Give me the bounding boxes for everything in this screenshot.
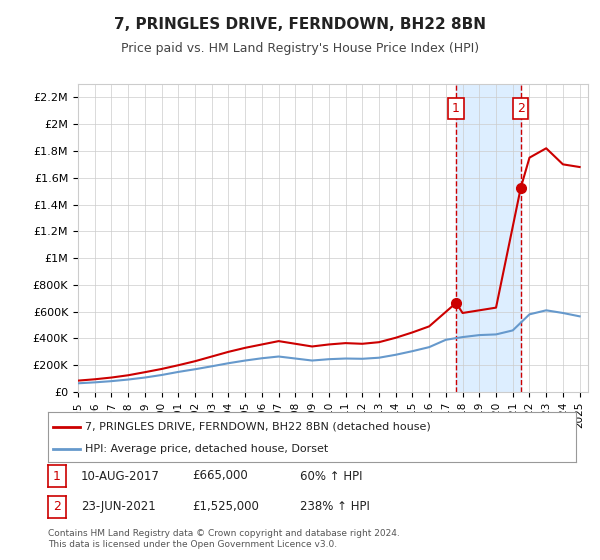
Text: 7, PRINGLES DRIVE, FERNDOWN, BH22 8BN (detached house): 7, PRINGLES DRIVE, FERNDOWN, BH22 8BN (d… — [85, 422, 431, 432]
Text: 1: 1 — [53, 469, 61, 483]
Text: 2: 2 — [517, 102, 525, 115]
Bar — [456, 84, 521, 392]
Text: 238% ↑ HPI: 238% ↑ HPI — [300, 500, 370, 514]
Text: £665,000: £665,000 — [192, 469, 248, 483]
Text: 2: 2 — [53, 500, 61, 514]
Text: Contains HM Land Registry data © Crown copyright and database right 2024.
This d: Contains HM Land Registry data © Crown c… — [48, 529, 400, 549]
Text: 7, PRINGLES DRIVE, FERNDOWN, BH22 8BN: 7, PRINGLES DRIVE, FERNDOWN, BH22 8BN — [114, 17, 486, 32]
Text: 60% ↑ HPI: 60% ↑ HPI — [300, 469, 362, 483]
Text: Price paid vs. HM Land Registry's House Price Index (HPI): Price paid vs. HM Land Registry's House … — [121, 42, 479, 55]
Text: 10-AUG-2017: 10-AUG-2017 — [81, 469, 160, 483]
Text: HPI: Average price, detached house, Dorset: HPI: Average price, detached house, Dors… — [85, 445, 328, 454]
Text: 1: 1 — [452, 102, 460, 115]
Text: 23-JUN-2021: 23-JUN-2021 — [81, 500, 156, 514]
Text: £1,525,000: £1,525,000 — [192, 500, 259, 514]
